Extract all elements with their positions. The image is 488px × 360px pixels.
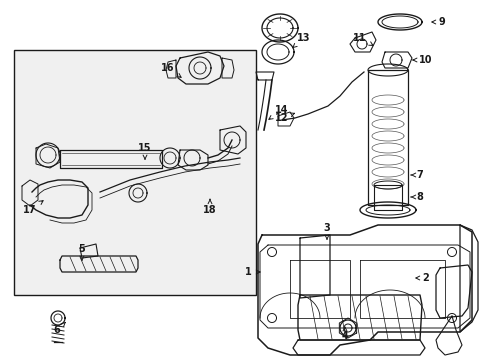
Text: 3: 3 [323, 223, 330, 239]
Text: 17: 17 [23, 201, 43, 215]
Polygon shape [14, 50, 256, 295]
Text: 6: 6 [54, 323, 65, 335]
Text: 1: 1 [244, 267, 260, 277]
Text: 5: 5 [79, 244, 85, 260]
Text: 4: 4 [341, 327, 347, 341]
Text: 16: 16 [161, 63, 181, 77]
Text: 7: 7 [410, 170, 423, 180]
Text: 13: 13 [292, 33, 310, 48]
Text: 18: 18 [203, 199, 216, 215]
Text: 8: 8 [410, 192, 423, 202]
Text: 15: 15 [138, 143, 151, 159]
Text: 12: 12 [275, 113, 294, 123]
Text: 14: 14 [268, 105, 288, 120]
Text: 2: 2 [415, 273, 428, 283]
Text: 9: 9 [431, 17, 445, 27]
Text: 11: 11 [352, 33, 372, 45]
Text: 10: 10 [412, 55, 432, 65]
